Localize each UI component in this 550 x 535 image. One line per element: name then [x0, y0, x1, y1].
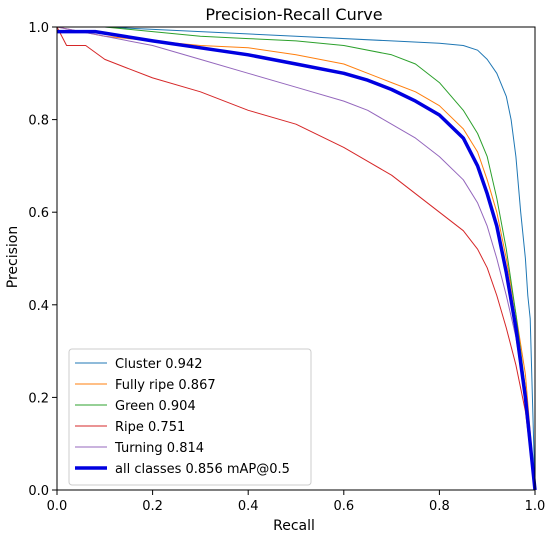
series-line-1	[57, 26, 536, 491]
series-line-2	[57, 26, 536, 491]
x-axis: 0.0 0.2 0.4 0.6 0.8 1.0	[47, 490, 546, 514]
legend-entry: Turning 0.814	[114, 441, 204, 456]
series-line-5	[57, 29, 537, 491]
legend-entry: Cluster 0.942	[115, 357, 203, 372]
y-tick-label: 0.6	[28, 206, 49, 221]
plot-frame	[56, 26, 536, 491]
x-tick-label: 0.8	[429, 499, 450, 514]
x-axis-label: Recall	[273, 518, 315, 534]
chart-title: Precision-Recall Curve	[205, 5, 382, 24]
legend-box	[68, 348, 312, 486]
y-tick-label: 0.8	[28, 114, 49, 129]
x-tick-label: 0.4	[238, 499, 259, 514]
x-tick-label: 0.0	[47, 499, 68, 514]
legend: Cluster 0.942 Fully ripe 0.867 Green 0.904…	[68, 348, 312, 486]
plot-area	[57, 26, 537, 491]
legend-entry: all classes 0.856 mAP@0.5	[115, 462, 290, 477]
y-tick-label: 0.0	[28, 484, 49, 499]
legend-entry: Fully ripe 0.867	[115, 378, 216, 393]
series-line-0	[57, 26, 536, 491]
y-axis-label: Precision	[5, 226, 21, 288]
legend-entry: Ripe 0.751	[115, 420, 185, 435]
series-line-3	[57, 26, 536, 491]
y-axis: 0.0 0.2 0.4 0.6 0.8 1.0	[28, 21, 57, 499]
x-tick-label: 1.0	[525, 499, 546, 514]
x-tick-label: 0.6	[333, 499, 354, 514]
y-tick-label: 1.0	[28, 21, 49, 36]
x-tick-label: 0.2	[142, 499, 163, 514]
y-tick-label: 0.2	[28, 391, 49, 406]
y-tick-label: 0.4	[28, 299, 49, 314]
legend-entry: Green 0.904	[115, 399, 196, 414]
series-line-4	[57, 26, 536, 491]
